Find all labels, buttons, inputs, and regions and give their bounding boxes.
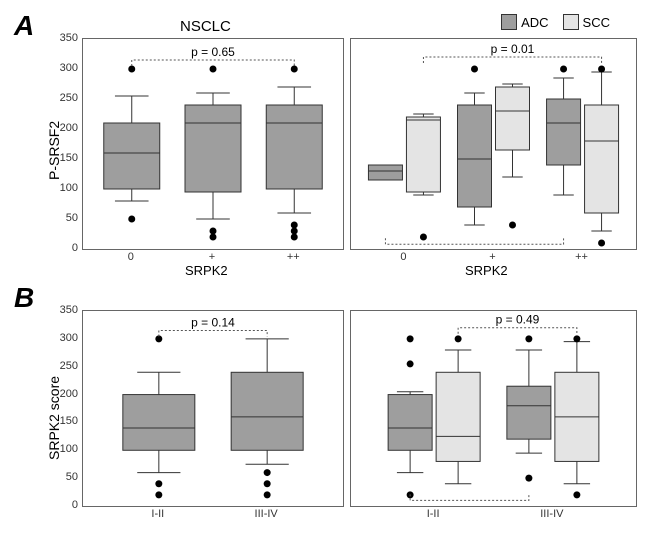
xtick-label: I-II xyxy=(413,508,453,520)
panel-b-right: p = 0.49 p = 0.06 xyxy=(350,310,637,507)
panel-b-right-svg: p = 0.49 p = 0.06 xyxy=(351,311,636,506)
ytick-label: 300 xyxy=(48,62,78,74)
svg-text:p = 0.06: p = 0.06 xyxy=(448,503,492,506)
panel-b-left: p = 0.14 xyxy=(82,310,344,507)
ytick-label: 0 xyxy=(48,242,78,254)
ytick-label: 200 xyxy=(48,388,78,400)
xtick-label: III-IV xyxy=(532,508,572,520)
xtick-label: I-II xyxy=(138,508,178,520)
panel-b-label: B xyxy=(14,282,34,314)
ytick-label: 100 xyxy=(48,443,78,455)
legend-item-scc: SCC xyxy=(563,14,610,30)
panel-a-left-xlabel: SRPK2 xyxy=(185,263,228,278)
panel-b-left-svg: p = 0.14 xyxy=(83,311,343,506)
svg-text:p = 0.68: p = 0.68 xyxy=(453,247,497,249)
ytick-label: 250 xyxy=(48,92,78,104)
ytick-label: 300 xyxy=(48,332,78,344)
legend-swatch-adc xyxy=(501,14,517,30)
figure: A ADC SCC NSCLC P-SRSF2 0501001502002503… xyxy=(10,10,640,523)
svg-text:p = 0.14: p = 0.14 xyxy=(191,316,235,330)
ytick-label: 250 xyxy=(48,360,78,372)
ytick-label: 50 xyxy=(48,471,78,483)
panel-a-label: A xyxy=(14,10,34,42)
svg-text:p = 0.65: p = 0.65 xyxy=(191,45,235,59)
xtick-label: + xyxy=(192,251,232,263)
panel-a-right-svg: p = 0.01 p = 0.68 xyxy=(351,39,636,249)
ytick-label: 350 xyxy=(48,32,78,44)
legend-label-scc: SCC xyxy=(583,15,610,30)
panel-a-left: p = 0.65 xyxy=(82,38,344,250)
ytick-label: 200 xyxy=(48,122,78,134)
legend-label-adc: ADC xyxy=(521,15,548,30)
ytick-label: 150 xyxy=(48,415,78,427)
xtick-label: + xyxy=(473,251,513,263)
panel-a-title: NSCLC xyxy=(180,18,231,35)
ytick-label: 100 xyxy=(48,182,78,194)
legend-swatch-scc xyxy=(563,14,579,30)
xtick-label: ++ xyxy=(273,251,313,263)
ytick-label: 0 xyxy=(48,499,78,511)
panel-a-right: p = 0.01 p = 0.68 xyxy=(350,38,637,250)
xtick-label: III-IV xyxy=(246,508,286,520)
svg-text:p = 0.01: p = 0.01 xyxy=(491,42,535,56)
ytick-label: 150 xyxy=(48,152,78,164)
legend-item-adc: ADC xyxy=(501,14,548,30)
xtick-label: ++ xyxy=(562,251,602,263)
ytick-label: 50 xyxy=(48,212,78,224)
legend: ADC SCC xyxy=(501,14,610,30)
panel-a-right-xlabel: SRPK2 xyxy=(465,263,508,278)
ytick-label: 350 xyxy=(48,304,78,316)
xtick-label: 0 xyxy=(111,251,151,263)
panel-a-left-svg: p = 0.65 xyxy=(83,39,343,249)
xtick-label: 0 xyxy=(383,251,423,263)
svg-text:p = 0.49: p = 0.49 xyxy=(496,313,540,327)
